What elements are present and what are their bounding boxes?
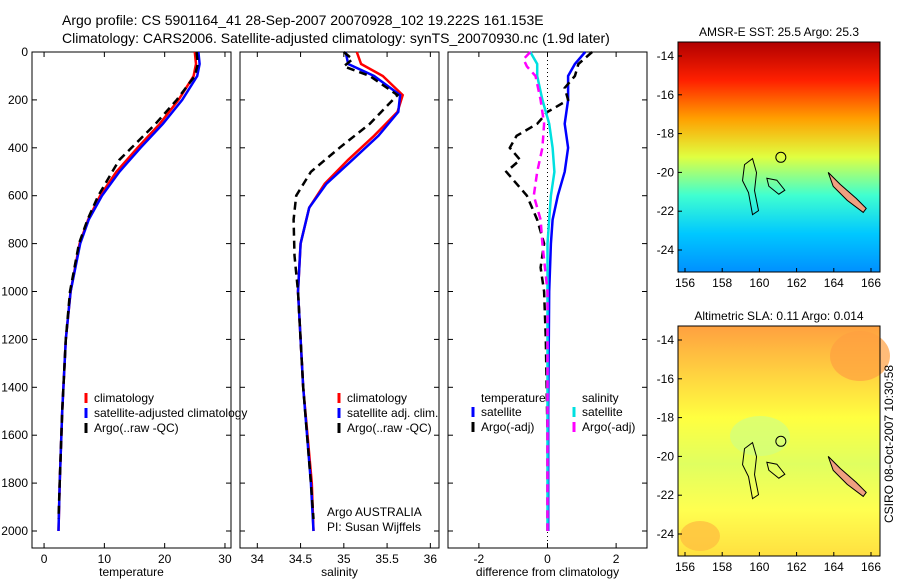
map-x-tick-label: 162 <box>787 276 807 290</box>
map-0 <box>677 41 881 273</box>
map-y-tick-label: -24 <box>657 527 675 541</box>
map-y-tick-label: -18 <box>657 411 675 425</box>
x-tick-label: 30 <box>218 552 232 566</box>
x-tick-label: 36 <box>424 552 438 566</box>
legend-label: satellite-adjusted climatology <box>94 406 247 420</box>
panel-frame-0 <box>31 51 232 549</box>
map-y-tick-label: -14 <box>657 333 675 347</box>
x-tick-label: 34.5 <box>289 552 313 566</box>
map-x-tick-label: 156 <box>675 276 695 290</box>
legend-label: Argo(..raw -QC) <box>94 421 179 435</box>
legend-label: Argo(-adj) <box>582 420 635 434</box>
map-x-tick-label: 164 <box>824 560 844 574</box>
x-axis-label: temperature <box>99 565 164 579</box>
new-caledonia <box>827 456 867 498</box>
map-frame <box>677 41 881 273</box>
x-axis-label: salinity <box>321 565 358 579</box>
series-line-salinity-argo-adj- <box>522 51 549 531</box>
title-line-2: Climatology: CARS2006. Satellite-adjuste… <box>62 30 610 46</box>
title-line-1: Argo profile: CS 5901164_41 28-Sep-2007 … <box>62 12 544 28</box>
y-tick-label: 600 <box>8 189 28 203</box>
x-tick-label: 10 <box>98 552 112 566</box>
legend-label: climatology <box>347 391 407 405</box>
series-line-temperature-argo-adj- <box>504 51 593 531</box>
new-caledonia <box>827 172 867 214</box>
annotation-line: Argo AUSTRALIA <box>327 505 422 519</box>
legend-label: satellite adj. clim. <box>347 406 438 420</box>
island-contour <box>766 177 786 195</box>
map-x-tick-label: 156 <box>675 560 695 574</box>
map-x-tick-label: 164 <box>824 276 844 290</box>
map-x-tick-label: 160 <box>749 560 769 574</box>
series-line-argo-raw-qc- <box>292 51 400 520</box>
x-tick-label: 0 <box>544 552 551 566</box>
y-tick-label: 1400 <box>1 380 28 394</box>
map-x-tick-label: 166 <box>861 560 881 574</box>
x-tick-label: 0 <box>41 552 48 566</box>
map-title: AMSR-E SST: 25.5 Argo: 25.3 <box>699 25 859 39</box>
map-y-tick-label: -18 <box>657 127 675 141</box>
legend-header: temperature <box>481 391 546 405</box>
map-blob <box>680 521 720 551</box>
panel-frame-1 <box>239 51 440 549</box>
y-tick-label: 1600 <box>1 428 28 442</box>
y-tick-label: 0 <box>21 45 28 59</box>
y-tick-label: 800 <box>8 237 28 251</box>
map-x-tick-label: 160 <box>749 276 769 290</box>
legend-label: Argo(..raw -QC) <box>347 421 432 435</box>
map-x-tick-label: 166 <box>861 276 881 290</box>
map-blob <box>730 416 790 456</box>
map-field <box>678 42 880 272</box>
map-y-tick-label: -16 <box>657 88 675 102</box>
map-y-tick-label: -20 <box>657 449 675 463</box>
map-x-tick-label: 162 <box>787 560 807 574</box>
y-tick-label: 200 <box>8 93 28 107</box>
x-tick-label: 34 <box>251 552 265 566</box>
y-tick-label: 1200 <box>1 332 28 346</box>
x-tick-label: 35 <box>337 552 351 566</box>
map-x-tick-label: 158 <box>712 560 732 574</box>
x-tick-label: 35.5 <box>375 552 399 566</box>
island-contour <box>766 461 786 479</box>
series-line-satellite-adjusted-climatology <box>57 51 201 532</box>
map-y-tick-label: -24 <box>657 243 675 257</box>
series-line-salinity-satellite <box>529 51 556 531</box>
y-tick-label: 1800 <box>1 476 28 490</box>
map-frame <box>677 325 881 557</box>
x-tick-label: -2 <box>474 552 485 566</box>
map-title: Altimetric SLA: 0.11 Argo: 0.014 <box>694 309 864 323</box>
legend-header: salinity <box>582 391 619 405</box>
map-y-tick-label: -16 <box>657 372 675 386</box>
argo-position-marker <box>775 151 787 163</box>
map-y-tick-label: -22 <box>657 204 675 218</box>
side-label: CSIRO 08-Oct-2007 10:30:58 <box>882 365 896 523</box>
island-contour <box>742 441 760 500</box>
legend-label: climatology <box>94 391 154 405</box>
map-blob <box>830 331 890 381</box>
legend-label: satellite <box>582 405 623 419</box>
map-y-tick-label: -14 <box>657 49 675 63</box>
y-tick-label: 2000 <box>1 524 28 538</box>
map-y-tick-label: -22 <box>657 488 675 502</box>
y-tick-label: 1000 <box>1 285 28 299</box>
legend-label: satellite <box>481 405 522 419</box>
x-tick-label: 20 <box>158 552 172 566</box>
annotation-line: PI: Susan Wijffels <box>327 520 421 534</box>
series-line-temperature-satellite <box>546 51 587 531</box>
map-x-tick-label: 158 <box>712 276 732 290</box>
argo-position-marker <box>775 435 787 447</box>
series-line-argo-raw-qc- <box>57 51 200 520</box>
legend-label: Argo(-adj) <box>481 420 534 434</box>
x-axis-label: difference from climatology <box>476 565 619 579</box>
y-tick-label: 400 <box>8 141 28 155</box>
island-contour <box>742 157 760 216</box>
map-y-tick-label: -20 <box>657 165 675 179</box>
map-1 <box>677 325 890 557</box>
x-tick-label: 2 <box>613 552 620 566</box>
